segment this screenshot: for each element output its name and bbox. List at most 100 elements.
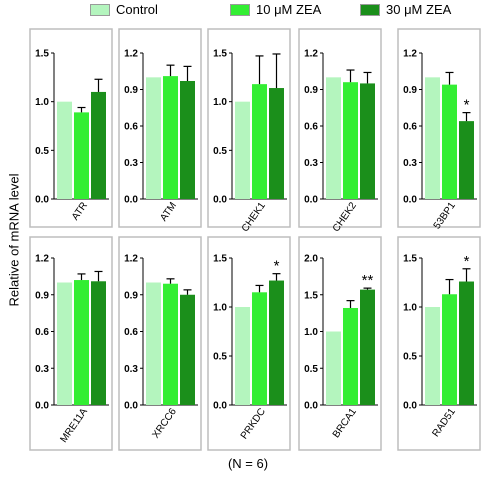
bar-chek2-10um	[343, 82, 358, 199]
bar-53bp1-30um	[459, 121, 474, 199]
gene-label-chek1: CHEK1	[240, 200, 268, 234]
bar-atm-30um	[180, 80, 195, 199]
y-tick-label-rad51: 1.0	[403, 303, 417, 314]
gene-label-chek2: CHEK2	[331, 200, 359, 234]
y-tick-label-chek1: 0.5	[213, 146, 227, 157]
gene-label-brca1: BRCA1	[331, 406, 359, 440]
panel-frame-mre11a	[29, 236, 113, 451]
y-tick-label-chek1: 1.0	[213, 97, 227, 108]
gene-label-rad51: RAD51	[430, 406, 458, 439]
bar-atr-control	[57, 101, 72, 199]
bar-brca1-30um	[360, 289, 375, 405]
y-tick-label-atr: 1.0	[35, 97, 49, 108]
y-tick-label-xrcc6: 1.2	[124, 254, 138, 265]
y-tick-label-prkdc: 1.5	[213, 254, 227, 265]
y-tick-label-atr: 1.5	[35, 49, 49, 60]
bar-xrcc6-control	[146, 282, 161, 405]
panel-frame-atm	[118, 28, 202, 228]
y-tick-label-chek1: 0.0	[213, 195, 227, 206]
y-tick-label-53bp1: 0.0	[403, 195, 417, 206]
legend-item-30um: 30 μM ZEA	[360, 2, 451, 17]
bar-chek1-30um	[269, 88, 284, 199]
y-tick-label-atm: 0.0	[124, 195, 138, 206]
y-tick-label-atm: 0.9	[124, 85, 138, 96]
panel-frame-chek1	[207, 28, 291, 228]
y-tick-label-xrcc6: 0.9	[124, 290, 138, 301]
y-tick-label-prkdc: 0.0	[213, 401, 227, 412]
bar-atr-30um	[91, 91, 106, 199]
panel-frame-prkdc	[207, 236, 291, 451]
legend-swatch-control	[90, 3, 110, 16]
significance-prkdc-30um: *	[274, 258, 280, 275]
y-tick-label-chek2: 1.2	[304, 49, 318, 60]
y-tick-label-53bp1: 0.9	[403, 85, 417, 96]
legend-label-control: Control	[116, 2, 158, 17]
y-tick-label-atr: 0.0	[35, 195, 49, 206]
panel-frame-chek2	[298, 28, 382, 228]
y-tick-label-chek2: 0.9	[304, 85, 318, 96]
gene-label-mre11a: MRE11A	[58, 406, 90, 445]
bar-mre11a-30um	[91, 281, 106, 405]
bar-xrcc6-10um	[163, 283, 178, 405]
y-tick-label-prkdc: 0.5	[213, 352, 227, 363]
bar-chek2-control	[326, 77, 341, 199]
bar-chek1-control	[235, 101, 250, 199]
y-tick-label-atm: 1.2	[124, 49, 138, 60]
y-tick-label-brca1: 0.5	[304, 364, 318, 375]
legend-label-10um: 10 μM ZEA	[256, 2, 322, 17]
bar-prkdc-10um	[252, 292, 267, 405]
bar-rad51-10um	[442, 294, 457, 405]
y-tick-label-brca1: 0.0	[304, 401, 318, 412]
y-tick-label-brca1: 1.0	[304, 327, 318, 338]
legend-item-10um: 10 μM ZEA	[230, 2, 321, 17]
y-tick-label-atm: 0.6	[124, 122, 138, 133]
y-tick-label-mre11a: 0.3	[35, 364, 49, 375]
bar-atr-10um	[74, 112, 89, 199]
significance-rad51-30um: *	[464, 253, 470, 270]
gene-label-prkdc: PRKDC	[239, 406, 268, 441]
legend-swatch-10um	[230, 3, 250, 16]
y-tick-label-brca1: 2.0	[304, 254, 318, 265]
y-tick-label-atr: 0.5	[35, 146, 49, 157]
legend: Control 10 μM ZEA 30 μM ZEA	[90, 2, 490, 18]
y-tick-label-mre11a: 0.6	[35, 327, 49, 338]
legend-label-30um: 30 μM ZEA	[386, 2, 452, 17]
y-tick-label-chek2: 0.6	[304, 122, 318, 133]
y-tick-label-rad51: 1.5	[403, 254, 417, 265]
y-tick-label-mre11a: 0.0	[35, 401, 49, 412]
panel-frame-rad51	[397, 236, 481, 451]
gene-label-atm: ATM	[158, 200, 179, 223]
y-tick-label-chek2: 0.0	[304, 195, 318, 206]
bar-mre11a-control	[57, 282, 72, 405]
bar-atm-10um	[163, 76, 178, 199]
panel-frame-brca1	[298, 236, 382, 451]
y-tick-label-xrcc6: 0.0	[124, 401, 138, 412]
y-tick-label-53bp1: 1.2	[403, 49, 417, 60]
bar-chek2-30um	[360, 83, 375, 199]
y-tick-label-53bp1: 0.6	[403, 122, 417, 133]
y-tick-label-mre11a: 1.2	[35, 254, 49, 265]
bar-rad51-control	[425, 307, 440, 405]
y-tick-label-xrcc6: 0.6	[124, 327, 138, 338]
panel-frame-atr	[29, 28, 113, 228]
y-tick-label-53bp1: 0.3	[403, 158, 417, 169]
bar-brca1-control	[326, 331, 341, 405]
panel-frame-xrcc6	[118, 236, 202, 451]
y-tick-label-rad51: 0.0	[403, 401, 417, 412]
bar-prkdc-30um	[269, 280, 284, 405]
bar-mre11a-10um	[74, 280, 89, 405]
bar-prkdc-control	[235, 307, 250, 405]
y-tick-label-xrcc6: 0.3	[124, 364, 138, 375]
bar-53bp1-10um	[442, 84, 457, 199]
legend-swatch-30um	[360, 3, 380, 16]
y-tick-label-rad51: 0.5	[403, 352, 417, 363]
gene-label-atr: ATR	[70, 200, 90, 222]
bar-xrcc6-30um	[180, 294, 195, 405]
legend-item-control: Control	[90, 2, 158, 17]
bar-chek1-10um	[252, 84, 267, 199]
y-tick-label-chek1: 1.5	[213, 49, 227, 60]
y-tick-label-prkdc: 1.0	[213, 303, 227, 314]
bar-atm-control	[146, 77, 161, 199]
y-tick-label-brca1: 1.5	[304, 290, 318, 301]
